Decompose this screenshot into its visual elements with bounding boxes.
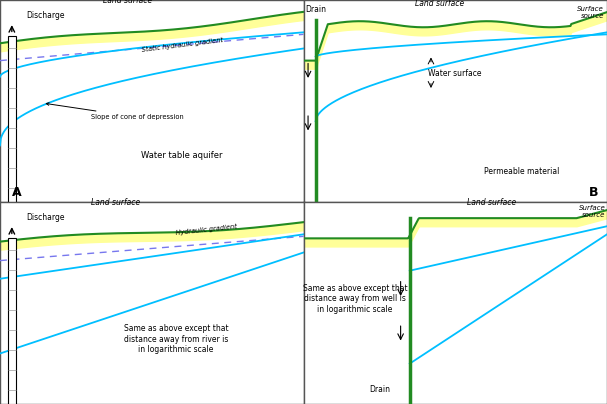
Text: Surface
source: Surface source [578,205,606,218]
Text: Slope of cone of depression: Slope of cone of depression [46,103,184,120]
Text: Surface
source: Surface source [577,6,604,19]
Text: Water table aquifer: Water table aquifer [141,151,223,160]
Bar [7,36,16,202]
Text: Same as above except that
distance away from river is
in logarithmic scale: Same as above except that distance away … [124,324,228,354]
Text: B: B [588,186,598,199]
Text: A: A [12,186,22,199]
Bar [7,238,16,404]
Text: Hydraulic gradient: Hydraulic gradient [175,224,237,236]
Text: Drain: Drain [305,5,326,14]
Text: Same as above except that
distance away from well is
in logarithmic scale: Same as above except that distance away … [303,284,407,314]
Text: Land surface: Land surface [90,198,140,207]
Text: Discharge: Discharge [25,213,64,222]
Text: Static hydraulic gradient: Static hydraulic gradient [141,36,223,53]
Text: Discharge: Discharge [25,11,64,20]
Text: Drain: Drain [369,385,390,394]
Text: Land surface: Land surface [467,198,517,207]
Text: Permeable material: Permeable material [484,167,560,176]
Text: Land surface: Land surface [415,0,465,8]
Text: Water surface: Water surface [429,69,482,78]
Text: Land surface: Land surface [103,0,152,5]
